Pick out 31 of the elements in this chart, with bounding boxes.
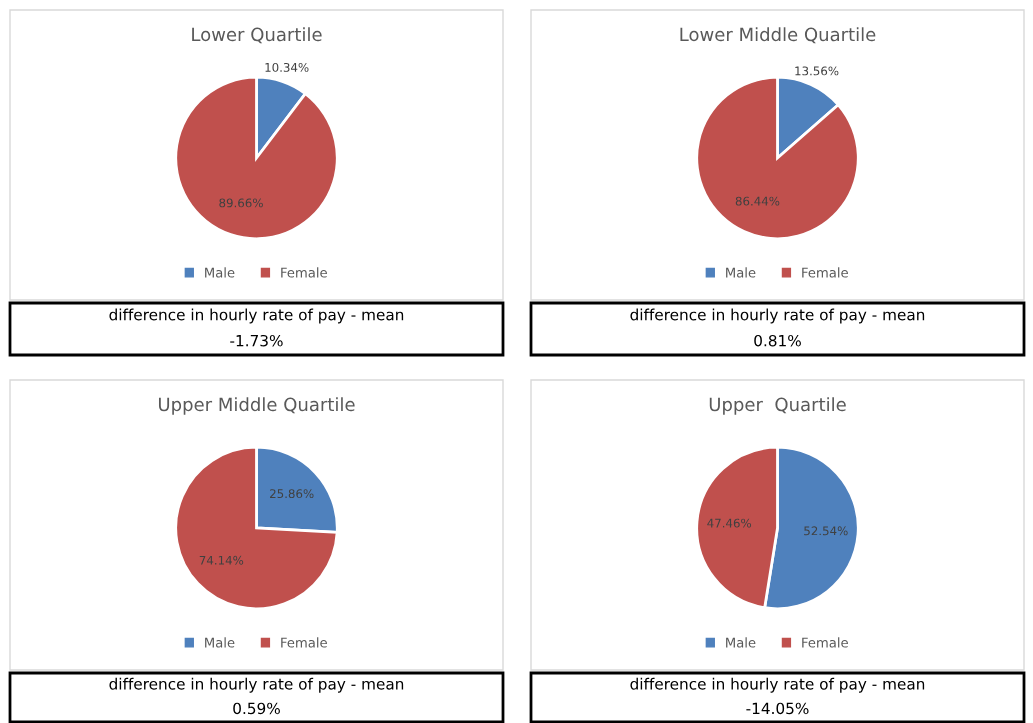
text: -14.05%	[746, 702, 809, 715]
text: difference in hourly rate of pay - mean	[630, 308, 925, 324]
legend-label: Male	[205, 267, 235, 278]
data-label: 10.34%	[265, 62, 309, 72]
legend-label: Male	[726, 637, 756, 648]
pie-slice	[174, 445, 339, 611]
legend-label: Male	[205, 637, 235, 648]
text: difference in hourly rate of pay - mean	[109, 308, 404, 324]
text: 0.81%	[754, 334, 801, 347]
data-label: 47.46%	[707, 518, 752, 528]
legend-label: Female	[281, 637, 327, 648]
chart-title: Lower Quartile	[192, 27, 322, 44]
pie-slice	[695, 75, 860, 241]
legend-label: Female	[281, 267, 327, 278]
pie-slice	[174, 75, 339, 241]
chart-title: Lower Middle Quartile	[680, 27, 876, 44]
chart-title: Upper Quartile	[709, 397, 846, 415]
text: 0.59%	[233, 702, 280, 715]
data-label: 52.54%	[804, 526, 848, 536]
text: difference in hourly rate of pay - mean	[109, 677, 404, 693]
legend-label: Female	[802, 637, 848, 648]
data-label: 86.44%	[735, 196, 780, 206]
data-label: 74.14%	[199, 555, 244, 565]
data-label: 89.66%	[219, 198, 263, 208]
text: -1.73%	[230, 334, 283, 347]
data-label: 25.86%	[270, 489, 314, 499]
legend-label: Male	[726, 267, 756, 278]
legend-label: Female	[802, 267, 848, 278]
text: difference in hourly rate of pay - mean	[630, 677, 925, 693]
chart-title: Upper Middle Quartile	[158, 397, 355, 415]
data-label: 13.56%	[795, 66, 839, 76]
